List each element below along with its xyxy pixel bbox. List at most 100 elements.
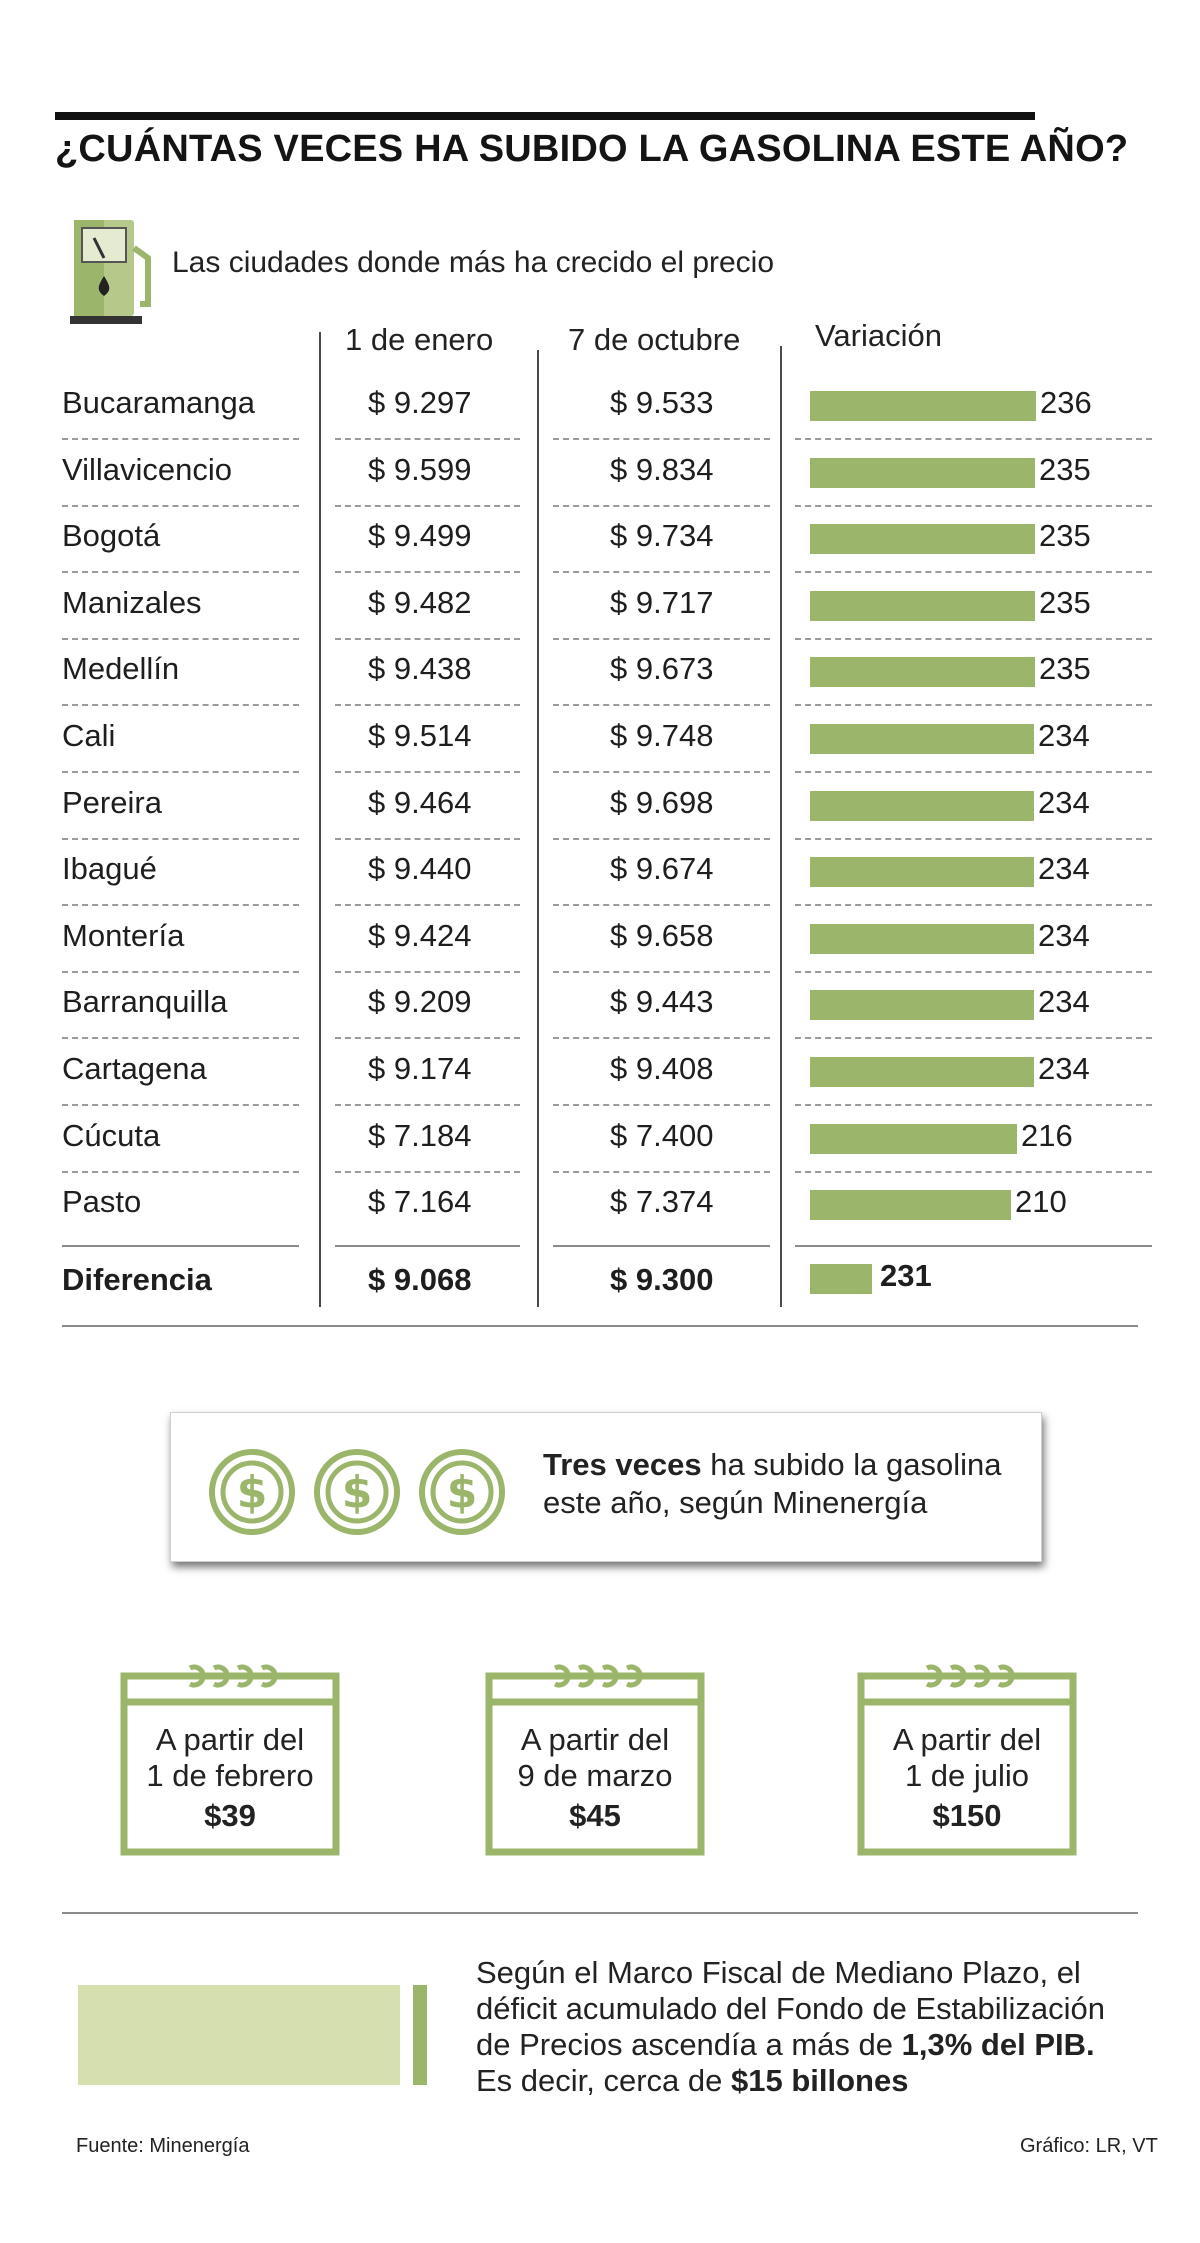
column-header-variation: Variación [815, 318, 942, 353]
column-divider [319, 332, 321, 1307]
row-separator [795, 771, 1152, 773]
svg-text:$: $ [447, 1467, 478, 1518]
row-separator [335, 704, 520, 707]
row-separator [795, 837, 1152, 840]
dollar-coin-icon: $ [209, 1449, 295, 1535]
city-label: Manizales [62, 584, 202, 620]
city-label: Medellín [62, 651, 180, 687]
price-oct: $ 9.674 [610, 851, 714, 887]
row-separator [795, 904, 1152, 907]
row-separator [553, 771, 770, 773]
row-separator [62, 1170, 299, 1173]
price-oct: $ 9.408 [610, 1051, 714, 1086]
row-separator [335, 904, 520, 907]
summary-oct: $ 9.300 [610, 1262, 714, 1297]
row-separator [795, 704, 1152, 707]
row-separator [553, 1037, 770, 1040]
city-label: Pasto [62, 1184, 142, 1220]
increase-date-text: A partir del [520, 1722, 670, 1757]
dollar-coin-icon: $ [419, 1449, 505, 1535]
summary-jan: $ 9.068 [368, 1262, 472, 1297]
svg-text:$: $ [237, 1467, 268, 1518]
city-label: Bucaramanga [62, 385, 256, 420]
variation-label: 210 [1015, 1184, 1067, 1220]
deficit-block [78, 1985, 400, 2085]
variation-label: 234 [1038, 718, 1090, 753]
price-jan: $ 9.174 [368, 1051, 472, 1086]
increase-amount: $39 [204, 1798, 256, 1833]
row-separator [795, 1170, 1152, 1173]
variation-bar [810, 391, 1036, 421]
note-rule [62, 1912, 1138, 1914]
variation-label: 234 [1038, 984, 1090, 1020]
variation-label: 234 [1038, 851, 1090, 887]
city-label: Villavicencio [62, 451, 233, 487]
summary-bar [810, 1264, 872, 1294]
row-separator [62, 837, 299, 840]
price-oct: $ 9.834 [610, 451, 714, 487]
price-oct: $ 9.673 [610, 651, 714, 687]
row-separator [553, 837, 770, 840]
note-line1: Según el Marco Fiscal de Mediano Plazo, … [476, 1955, 1081, 1990]
summary-divider [553, 1245, 770, 1247]
callout-rest: ha subido la gasolina [701, 1447, 1002, 1482]
row-separator [62, 904, 299, 907]
variation-bar [810, 457, 1035, 488]
variation-bar [810, 857, 1034, 888]
deficit-marker [413, 1985, 427, 2085]
variation-label: 235 [1039, 584, 1091, 620]
price-oct: $ 9.443 [610, 984, 714, 1020]
price-jan: $ 9.464 [368, 784, 472, 820]
row-separator [553, 1104, 770, 1106]
row-separator [795, 1037, 1152, 1040]
price-jan: $ 9.209 [368, 984, 472, 1020]
title-rule [55, 112, 1035, 120]
credit-note: Gráfico: LR, VT [1020, 2135, 1158, 2157]
row-separator [62, 1037, 299, 1040]
price-oct: $ 9.658 [610, 917, 714, 953]
deficit-note: Según el Marco Fiscal de Mediano Plazo, … [476, 1955, 1176, 2099]
increase-date-text: 1 de febrero [146, 1758, 314, 1793]
price-jan: $ 9.499 [368, 518, 472, 554]
row-separator [62, 704, 299, 707]
price-oct: $ 7.374 [610, 1184, 714, 1220]
row-separator [335, 1104, 520, 1106]
summary-variation: 231 [880, 1258, 932, 1293]
city-label: Cúcuta [62, 1117, 161, 1153]
city-label: Cali [62, 718, 116, 753]
summary-divider [335, 1245, 520, 1247]
note-line4: Es decir, cerca de [476, 2063, 732, 2098]
variation-bar [810, 790, 1034, 821]
variation-bar [810, 1190, 1011, 1221]
row-separator [335, 1170, 520, 1173]
variation-bar [810, 1123, 1017, 1154]
row-separator [553, 571, 770, 574]
city-label: Pereira [62, 784, 162, 820]
row-separator [795, 571, 1152, 574]
increase-date-text: 9 de marzo [517, 1758, 673, 1793]
row-separator [553, 504, 770, 507]
note-line3: de Precios ascendía a más de [476, 2027, 902, 2062]
price-jan: $ 9.424 [368, 917, 472, 953]
chart-subtitle: Las ciudades donde más ha crecido el pre… [172, 246, 775, 279]
increase-amount: $150 [932, 1798, 1002, 1833]
increase-date-text: A partir del [155, 1722, 305, 1757]
row-separator [553, 904, 770, 907]
increase-amount: $45 [569, 1798, 621, 1833]
variation-label: 235 [1039, 651, 1091, 687]
variation-label: 234 [1038, 784, 1090, 820]
variation-label: 235 [1039, 451, 1091, 487]
row-separator [335, 504, 520, 507]
dollar-coin-icon: $ [314, 1449, 400, 1535]
row-separator [335, 571, 520, 574]
price-oct: $ 9.717 [610, 584, 714, 620]
calendar-icon [485, 1664, 705, 1856]
column-header-oct: 7 de octubre [568, 322, 741, 357]
row-separator [62, 970, 299, 973]
row-separator [553, 637, 770, 640]
increase-item: A partir del 9 de marzo $45 [484, 1722, 706, 1834]
price-oct: $ 7.400 [610, 1117, 714, 1153]
callout-line2: este año, según Minenergía [543, 1485, 928, 1520]
row-separator [553, 970, 770, 973]
city-label: Barranquilla [62, 984, 228, 1020]
